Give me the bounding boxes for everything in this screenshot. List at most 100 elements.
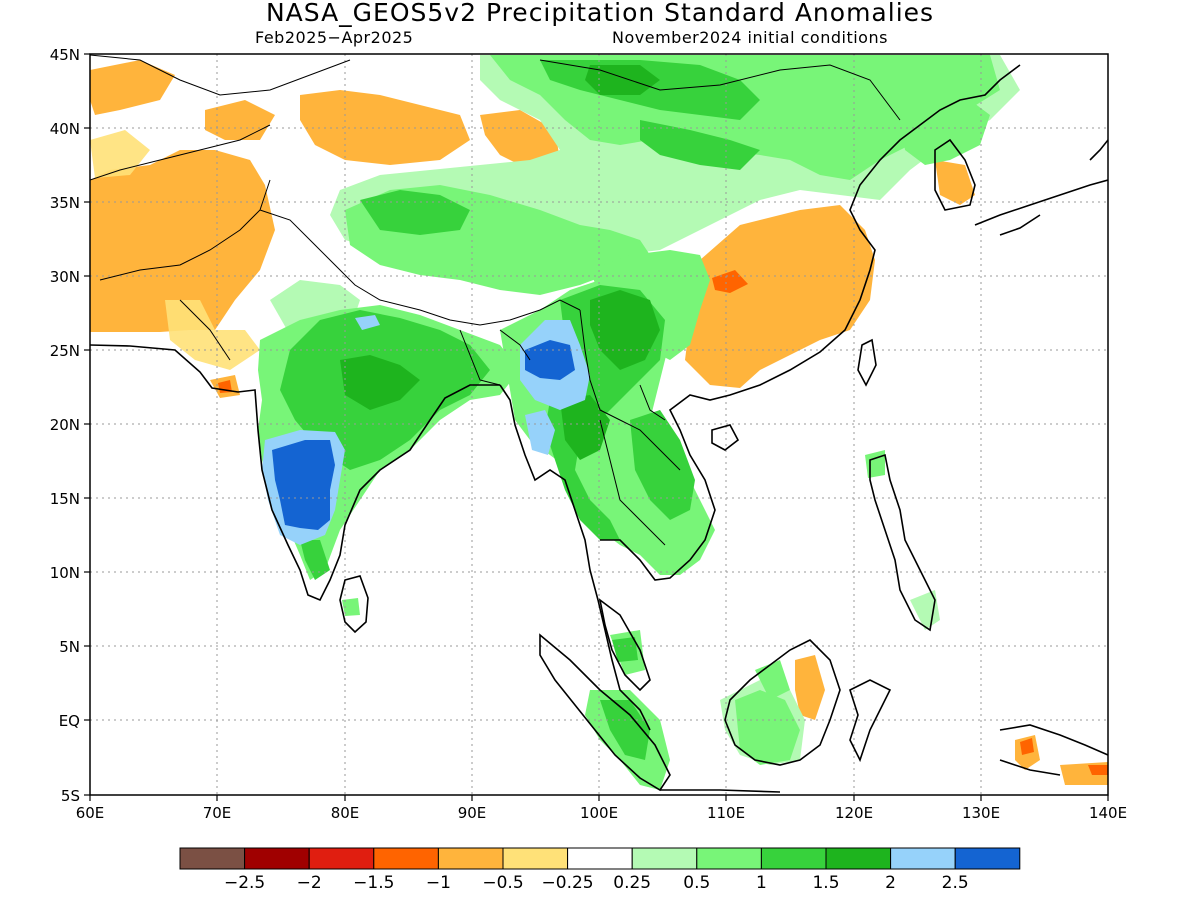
country-borders [90,54,901,546]
lon-label: 100E [580,804,618,822]
lat-label: 10N [50,564,80,582]
mod-wet-india-south [300,540,330,580]
taiwan-coast [857,338,877,387]
lat-label: 5N [59,638,80,656]
lat-label: EQ [59,712,80,730]
newguinea-coast [999,724,1108,776]
wet-anomaly-korea-east [900,100,990,165]
dry-anomaly-korea [935,160,975,205]
colorbar-label: −0.5 [482,873,523,893]
lon-label: 60E [76,804,105,822]
hainan-coast [711,424,740,451]
dry-anomaly-south-china [685,205,875,388]
colorbar-swatch [825,847,892,870]
lat-label: 25N [50,342,80,360]
very-wet-bihar [355,315,380,330]
strong-wet-myanmar [560,395,610,460]
ceylon-coast [339,575,369,634]
lon-label: 90E [458,804,487,822]
colorbar-swatch [502,847,569,870]
lat-label: 40N [50,120,80,138]
colorbar: −2.5 −2 −1.5 −1 −0.5 −0.25 0.25 0.5 1 1.5 2 2.5 [179,847,1021,893]
anomaly-fields [90,55,1108,790]
moderate-dry-sea [1088,765,1108,775]
dry-anomaly-afghanistan [90,150,275,332]
colorbar-label: 1.5 [812,873,839,893]
dry-anomaly-borneo [795,655,825,720]
mod-wet-malaya [612,637,638,662]
philippines-coast [869,453,936,632]
moderate-dry-newguinea [1020,738,1034,755]
colorbar-label: −2 [297,873,322,893]
korea-coast [934,138,976,211]
wet-anomaly-philippines [865,450,885,478]
lon-label: 130E [962,804,1000,822]
colorbar-swatch [890,847,956,870]
forecast-period: Feb2025−Apr2025 [255,28,414,47]
colorbar-label: 2.5 [942,873,969,893]
lat-label: 45N [50,46,80,64]
strong-wet-mongolia [585,65,660,95]
colorbar-swatch [954,847,1021,870]
extreme-wet-myanmar [525,340,575,380]
colorbar-label: −1.5 [353,873,394,893]
dry-anomaly-kazakh [90,60,175,115]
graticule [90,54,1108,795]
colorbar-label: 1 [756,873,767,893]
lat-label: 20N [50,416,80,434]
colorbar-label: 0.5 [683,873,710,893]
coastlines [90,64,1108,793]
colorbar-label: −2.5 [224,873,265,893]
colorbar-label: −0.25 [542,873,594,893]
japan-coast [974,139,1108,236]
colorbar-swatch [308,847,375,870]
java-coast [660,789,781,793]
borneo-coast [724,639,841,766]
latitude-labels: 45N 40N 35N 30N 25N 20N 15N 10N 5N EQ 5S [50,46,80,805]
burma-coast [499,384,651,731]
colorbar-swatch [179,847,246,870]
colorbar-swatch [373,847,439,870]
mod-wet-mongolia-east [640,120,760,170]
colorbar-swatch [696,847,762,870]
malaya-coast [598,598,651,692]
colorbar-swatch [244,847,310,870]
dry-anomaly-kazakh-east [205,100,275,140]
strong-wet-ganges [340,355,420,410]
weak-dry-pakistan [165,300,260,370]
lat-label: 5S [61,787,80,805]
mod-wet-laos [630,410,695,520]
colorbar-swatch [760,847,827,870]
lat-label: 35N [50,194,80,212]
sumatra-coast [539,633,671,792]
colorbar-swatch [567,847,633,870]
axis-ticks [84,53,1109,801]
sulawesi-coast [849,679,892,763]
weak-wet-philippines [910,590,940,630]
wet-anomaly-borneo [735,690,800,765]
lon-label: 120E [835,804,873,822]
longitude-labels: 60E 70E 80E 90E 100E 110E 120E 130E 140E [76,804,1127,822]
dry-anomaly-mongolia-west [480,110,560,170]
mod-wet-tibet [360,190,470,235]
colorbar-swatch [631,847,698,870]
colorbar-label: 2 [885,873,896,893]
lon-label: 70E [203,804,232,822]
lon-label: 80E [331,804,360,822]
map-title: NASA_GEOS5v2 Precipitation Standard Anom… [265,0,935,27]
colorbar-label: 0.25 [613,873,651,893]
colorbar-label: −1 [426,873,451,893]
initial-conditions: November2024 initial conditions [612,28,888,47]
extreme-wet-deccan [272,440,335,530]
very-wet-arakan [525,410,555,455]
wet-anomaly-ceylon [342,598,360,616]
lat-label: 30N [50,268,80,286]
lat-label: 15N [50,490,80,508]
mod-wet-sumatra [600,700,650,760]
lon-label: 110E [707,804,745,822]
colorbar-swatch [437,847,504,870]
lon-label: 140E [1089,804,1127,822]
indochina-coast [600,64,1021,581]
india-coast [90,344,500,602]
